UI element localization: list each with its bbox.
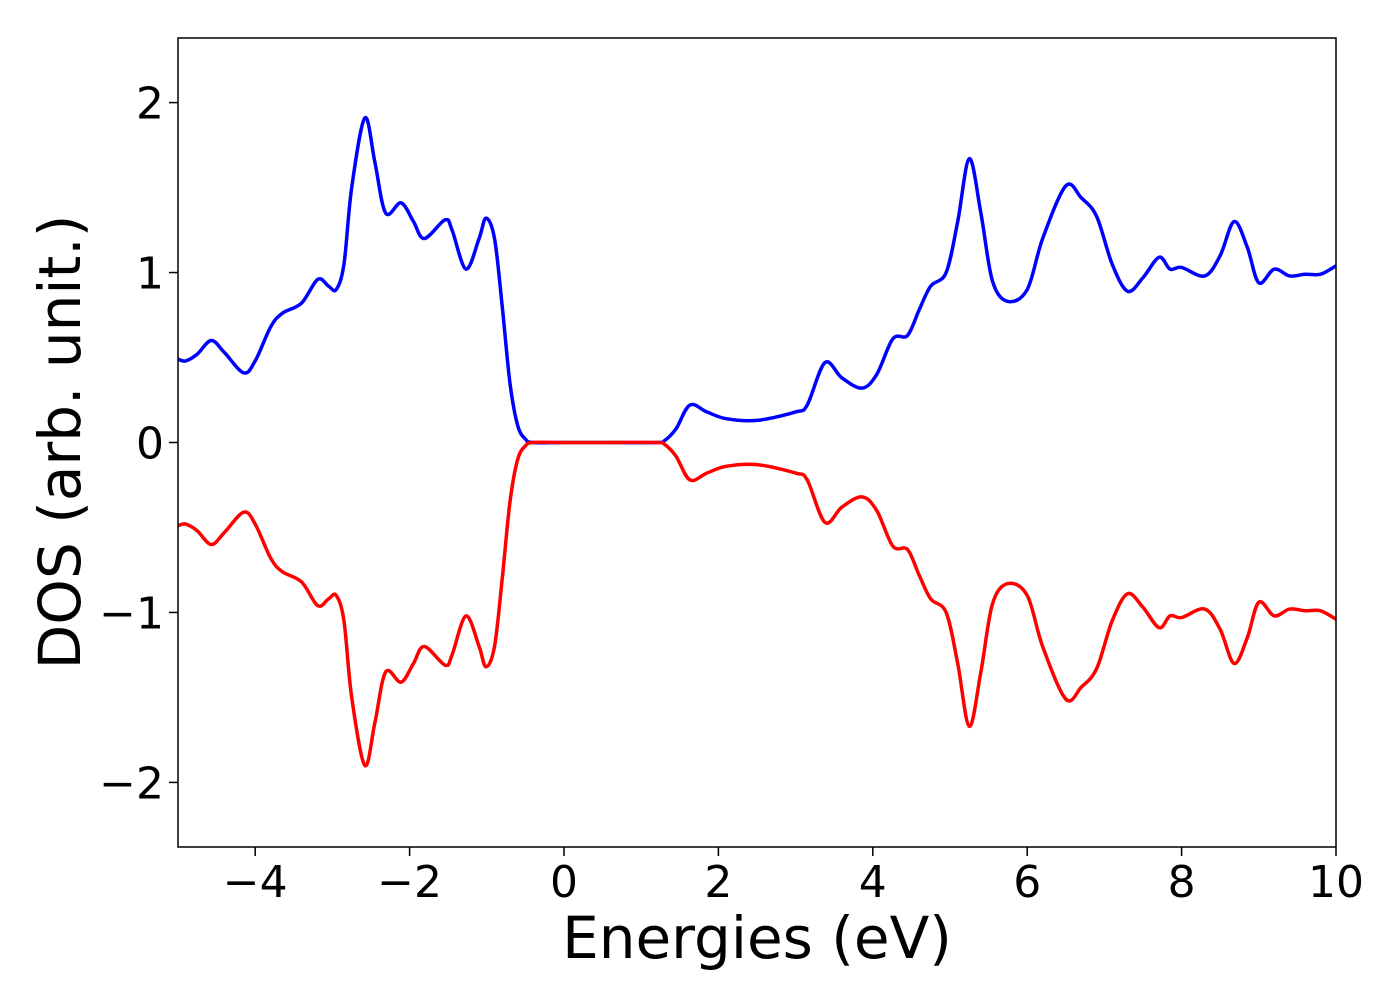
x-tick-label: 4 (859, 857, 887, 908)
series-line (178, 440, 1336, 768)
y-tick-label: −1 (99, 588, 164, 639)
x-tick-label: 8 (1168, 857, 1196, 908)
x-tick-label: 6 (1013, 857, 1041, 908)
y-tick-label: 2 (136, 79, 164, 130)
y-tick-label: 1 (136, 249, 164, 300)
x-tick-label: −2 (377, 857, 442, 908)
x-tick-label: 2 (704, 857, 732, 908)
x-tick-label: 0 (550, 857, 578, 908)
y-tick-label: −2 (99, 758, 164, 809)
x-tick-label: −4 (223, 857, 288, 908)
x-axis-label: Energies (eV) (562, 904, 952, 972)
x-tick-label: 10 (1308, 857, 1364, 908)
plot-frame (177, 37, 1337, 848)
y-axis-label: DOS (arb. unit.) (26, 215, 94, 670)
y-tick-label: 0 (136, 419, 164, 470)
series-line (178, 116, 1336, 445)
